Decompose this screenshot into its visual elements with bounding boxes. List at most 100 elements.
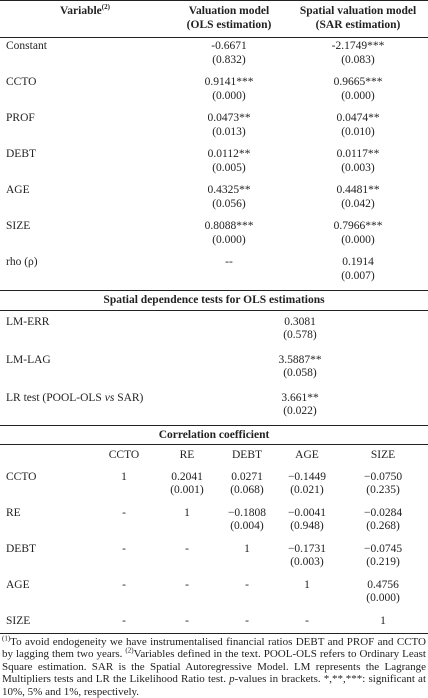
label-part: LM-LAG <box>6 354 51 366</box>
cell-line: 0.0271 <box>218 471 276 485</box>
estimates-table: Variable(2) Valuation model(OLS estimati… <box>0 0 428 290</box>
correlation-cell: 1 <box>276 577 338 613</box>
correlation-cell: - <box>218 577 276 613</box>
cell-line: 0.2041 <box>156 471 218 485</box>
cell-line: −0.0284 <box>338 507 428 521</box>
row-label: AGE <box>0 577 92 613</box>
correlation-cell: - <box>276 613 338 634</box>
cell-line: 0.7966*** <box>288 220 428 234</box>
cell-line: - <box>92 543 156 557</box>
text: (OLS estimation) <box>170 19 288 33</box>
cell-line: 0.9665*** <box>288 76 428 90</box>
cell-line: (0.000) <box>170 234 288 248</box>
cell-line: 1 <box>338 615 428 629</box>
ols-cell: 0.8088***(0.000) <box>170 218 288 254</box>
correlation-cell: 1 <box>92 469 156 505</box>
sar-cell: 0.0474**(0.010) <box>288 110 428 146</box>
note-mark: (1) <box>2 634 10 642</box>
cell-line: (0.058) <box>240 367 360 381</box>
section-row: Correlation coefficient <box>0 425 428 445</box>
cell-line: (0.000) <box>338 592 428 606</box>
correlation-row: RE-1−0.1808(0.004)−0.0041(0.948)−0.0284(… <box>0 505 428 541</box>
cell-line: - <box>92 507 156 521</box>
cell-line: (0.083) <box>288 54 428 68</box>
row-label: SIZE <box>0 218 170 254</box>
cell-line: 3.661** <box>240 392 360 406</box>
correlation-row: DEBT--1−0.1731(0.003)−0.0745(0.219) <box>0 541 428 577</box>
correlation-cell: −0.0745(0.219) <box>338 541 428 577</box>
column-header: AGE <box>276 445 338 469</box>
cell-line: (0.000) <box>170 90 288 104</box>
column-header: CCTO <box>92 445 156 469</box>
sar-cell: 0.4481**(0.042) <box>288 182 428 218</box>
correlation-cell: - <box>156 541 218 577</box>
cell-line: 1 <box>92 471 156 485</box>
cell-line: (0.268) <box>338 520 428 534</box>
cell-line: (0.832) <box>170 54 288 68</box>
row-label: AGE <box>0 182 170 218</box>
spacer <box>360 349 428 387</box>
correlation-cell: 0.2041(0.001) <box>156 469 218 505</box>
correlation-cell: - <box>156 613 218 634</box>
cell-line: (0.003) <box>288 162 428 176</box>
ols-cell: 0.0112**(0.005) <box>170 146 288 182</box>
column-header: RE <box>156 445 218 469</box>
text: Variable <box>60 5 102 17</box>
cell-line: 1 <box>156 507 218 521</box>
correlation-cell: - <box>92 541 156 577</box>
sar-cell: 0.9665***(0.000) <box>288 74 428 110</box>
cell-line: (0.068) <box>218 484 276 498</box>
correlation-cell: 1 <box>338 613 428 634</box>
row-label: Constant <box>0 38 170 75</box>
cell-line: (0.948) <box>276 520 338 534</box>
cell-line: 0.9141*** <box>170 76 288 90</box>
spacer <box>360 387 428 425</box>
cell-line: (0.005) <box>170 162 288 176</box>
row-label: rho (ρ) <box>0 254 170 290</box>
cell-line: −0.1449 <box>276 471 338 485</box>
cell-line: (0.022) <box>240 405 360 419</box>
row-label: SIZE <box>0 613 92 634</box>
cell-line: 0.0112** <box>170 148 288 162</box>
cell-line: 0.4481** <box>288 184 428 198</box>
correlation-cell: - <box>218 613 276 634</box>
correlation-cell: - <box>156 577 218 613</box>
cell-line: −0.1808 <box>218 507 276 521</box>
row-label: LR test (POOL-OLS vs SAR) <box>0 387 240 425</box>
cell-line: - <box>218 615 276 629</box>
header-ols: Valuation model(OLS estimation) <box>170 1 288 38</box>
cell-line: (0.004) <box>218 520 276 534</box>
row-label: DEBT <box>0 541 92 577</box>
correlation-cell: 0.4756(0.000) <box>338 577 428 613</box>
cell-line: (0.235) <box>338 484 428 498</box>
cell-line: -2.1749*** <box>288 40 428 54</box>
spacer <box>360 310 428 349</box>
row-label: DEBT <box>0 146 170 182</box>
row-label: CCTO <box>0 74 170 110</box>
cell-line: (0.013) <box>170 126 288 140</box>
cell-line: (0.000) <box>288 90 428 104</box>
cell-line: 0.0473** <box>170 112 288 126</box>
correlation-cell: 0.0271(0.068) <box>218 469 276 505</box>
cell-line: (0.003) <box>276 556 338 570</box>
cell-line: 3.5887** <box>240 354 360 368</box>
test-value: 0.3081(0.578) <box>240 310 360 349</box>
correlation-cell: −0.0041(0.948) <box>276 505 338 541</box>
sar-cell: 0.7966***(0.000) <box>288 218 428 254</box>
test-value: 3.661**(0.022) <box>240 387 360 425</box>
cell-line: - <box>218 579 276 593</box>
row-label: LM-ERR <box>0 310 240 349</box>
section-row: Spatial dependence tests for OLS estimat… <box>0 291 428 311</box>
cell-line: (0.578) <box>240 329 360 343</box>
section-title: Spatial dependence tests for OLS estimat… <box>0 291 428 311</box>
sar-cell: -2.1749***(0.083) <box>288 38 428 75</box>
label-part: SAR) <box>114 392 143 404</box>
ols-cell: -- <box>170 254 288 290</box>
label-part: LR test (POOL-OLS <box>6 392 105 404</box>
cell-line: - <box>92 615 156 629</box>
test-value: 3.5887**(0.058) <box>240 349 360 387</box>
correlation-row: SIZE----1 <box>0 613 428 634</box>
